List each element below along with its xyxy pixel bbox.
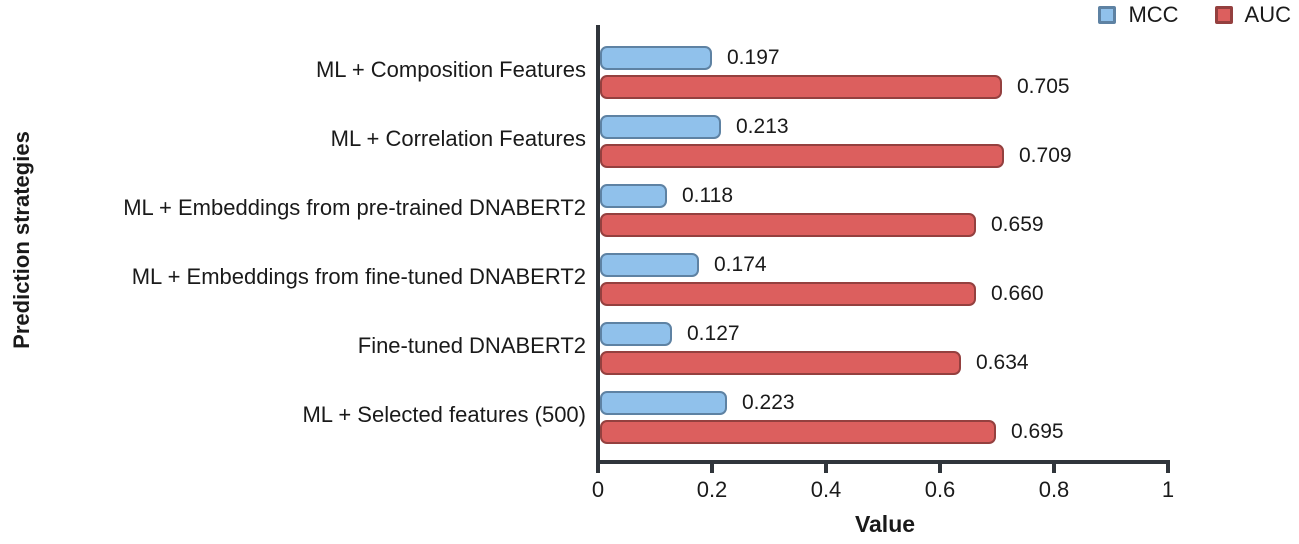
category-group: ML + Selected features (500) 0.223 0.695 bbox=[40, 370, 1299, 444]
mcc-bar-row: 0.223 bbox=[600, 391, 1299, 415]
x-tick-label: 0.6 bbox=[924, 477, 956, 502]
x-tick-label: 0.2 bbox=[696, 477, 728, 502]
category-group: ML + Embeddings from fine-tuned DNABERT2… bbox=[40, 232, 1299, 306]
category-bars: 0.197 0.705 bbox=[596, 25, 1299, 99]
mcc-bar bbox=[600, 322, 672, 346]
auc-bar-row: 0.695 bbox=[600, 420, 1299, 444]
mcc-bar bbox=[600, 253, 699, 277]
x-tick bbox=[1052, 464, 1056, 473]
x-tick bbox=[1166, 464, 1170, 473]
legend-entry-auc: AUC bbox=[1214, 2, 1291, 27]
auc-bar-row: 0.709 bbox=[600, 144, 1299, 168]
category-label: ML + Composition Features bbox=[315, 57, 586, 82]
auc-bar bbox=[600, 282, 976, 306]
category-group: Fine-tuned DNABERT2 0.127 0.634 bbox=[40, 301, 1299, 375]
bar-groups: ML + Composition Features 0.197 0.705 ML + … bbox=[40, 25, 1299, 444]
auc-bar-row: 0.660 bbox=[600, 282, 1299, 306]
category-group: ML + Embeddings from pre-trained DNABERT… bbox=[40, 163, 1299, 237]
mcc-bar-value: 0.127 bbox=[687, 322, 740, 345]
mcc-bar bbox=[600, 391, 727, 415]
category-label: ML + Embeddings from fine-tuned DNABERT2 bbox=[131, 264, 586, 289]
category-bars: 0.174 0.660 bbox=[596, 232, 1299, 306]
x-tick-label: 0.4 bbox=[810, 477, 842, 502]
category-label: ML + Selected features (500) bbox=[302, 402, 586, 427]
mcc-bar bbox=[600, 184, 667, 208]
legend-label: MCC bbox=[1128, 2, 1179, 27]
auc-bar-value: 0.695 bbox=[1011, 420, 1064, 443]
mcc-bar-row: 0.118 bbox=[600, 184, 1299, 208]
legend-label: AUC bbox=[1244, 2, 1291, 27]
auc-bar-row: 0.659 bbox=[600, 213, 1299, 237]
category-bars: 0.223 0.695 bbox=[596, 370, 1299, 444]
x-tick-label: 0.8 bbox=[1038, 477, 1070, 502]
category-label: Fine-tuned DNABERT2 bbox=[357, 333, 586, 358]
mcc-bar-row: 0.197 bbox=[600, 46, 1299, 70]
mcc-bar-value: 0.118 bbox=[682, 184, 733, 207]
auc-bar-value: 0.660 bbox=[991, 282, 1044, 305]
auc-bar bbox=[600, 420, 996, 444]
auc-bar-row: 0.705 bbox=[600, 75, 1299, 99]
auc-bar bbox=[600, 144, 1004, 168]
mcc-bar bbox=[600, 115, 721, 139]
auc-bar-value: 0.709 bbox=[1019, 144, 1072, 167]
mcc-bar-value: 0.213 bbox=[736, 115, 789, 138]
auc-bar-value: 0.659 bbox=[991, 213, 1044, 236]
x-tick bbox=[710, 464, 714, 473]
mcc-bar-value: 0.223 bbox=[742, 391, 795, 414]
x-axis-line bbox=[596, 460, 1170, 464]
x-axis-label: Value bbox=[854, 511, 916, 537]
auc-bar-row: 0.634 bbox=[600, 351, 1299, 375]
mcc-bar-value: 0.197 bbox=[727, 46, 780, 69]
x-tick bbox=[596, 464, 600, 473]
x-tick bbox=[938, 464, 942, 473]
auc-bar-value: 0.705 bbox=[1017, 75, 1070, 98]
auc-bar bbox=[600, 351, 961, 375]
mcc-bar-row: 0.213 bbox=[600, 115, 1299, 139]
auc-bar-value: 0.634 bbox=[976, 351, 1029, 374]
y-axis-spine bbox=[596, 25, 600, 464]
y-axis-label: Prediction strategies bbox=[9, 131, 34, 349]
category-bars: 0.213 0.709 bbox=[596, 94, 1299, 168]
category-label: ML + Embeddings from pre-trained DNABERT… bbox=[123, 195, 586, 220]
mcc-bar bbox=[600, 46, 712, 70]
mcc-bar-value: 0.174 bbox=[714, 253, 767, 276]
category-group: ML + Correlation Features 0.213 0.709 bbox=[40, 94, 1299, 168]
auc-bar bbox=[600, 75, 1002, 99]
chart-legend: MCC AUC bbox=[1098, 4, 1291, 26]
mcc-bar-row: 0.127 bbox=[600, 322, 1299, 346]
x-tick bbox=[824, 464, 828, 473]
auc-bar bbox=[600, 213, 976, 237]
category-group: ML + Composition Features 0.197 0.705 bbox=[40, 25, 1299, 99]
category-bars: 0.118 0.659 bbox=[596, 163, 1299, 237]
mcc-legend-swatch-icon bbox=[1098, 6, 1117, 24]
x-tick-label: 1 bbox=[1161, 477, 1175, 502]
category-label: ML + Correlation Features bbox=[330, 126, 586, 151]
legend-entry-mcc: MCC bbox=[1098, 2, 1179, 27]
auc-legend-swatch-icon bbox=[1214, 6, 1233, 24]
category-bars: 0.127 0.634 bbox=[596, 301, 1299, 375]
plot-area: ML + Composition Features 0.197 0.705 ML + … bbox=[40, 25, 1299, 544]
x-tick-label: 0 bbox=[591, 477, 605, 502]
mcc-bar-row: 0.174 bbox=[600, 253, 1299, 277]
